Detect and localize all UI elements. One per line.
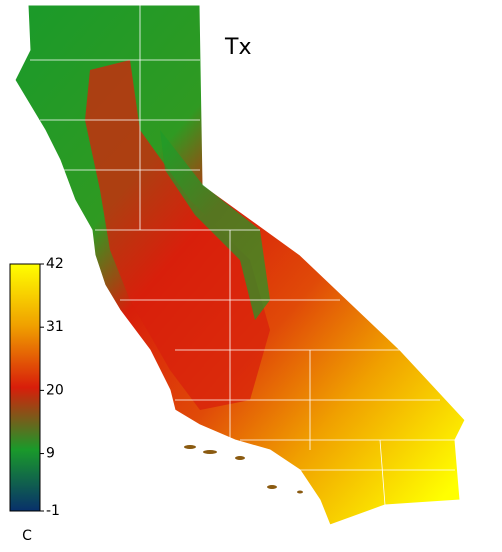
map-title: Tx [224, 35, 251, 60]
colorbar-tick-label: -1 [46, 503, 60, 519]
colorbar-unit: C [22, 528, 32, 544]
colorbar-tick-label: 9 [46, 446, 55, 462]
colorbar-tick-label: 31 [46, 319, 64, 335]
colorbar-tick-label: 20 [46, 382, 64, 398]
islands [184, 445, 303, 494]
county-lines [30, 5, 460, 506]
mountain-region [160, 130, 270, 320]
colorbar-tick-label: 42 [46, 256, 64, 272]
valley-region [85, 60, 270, 410]
colorbar [9, 263, 41, 512]
